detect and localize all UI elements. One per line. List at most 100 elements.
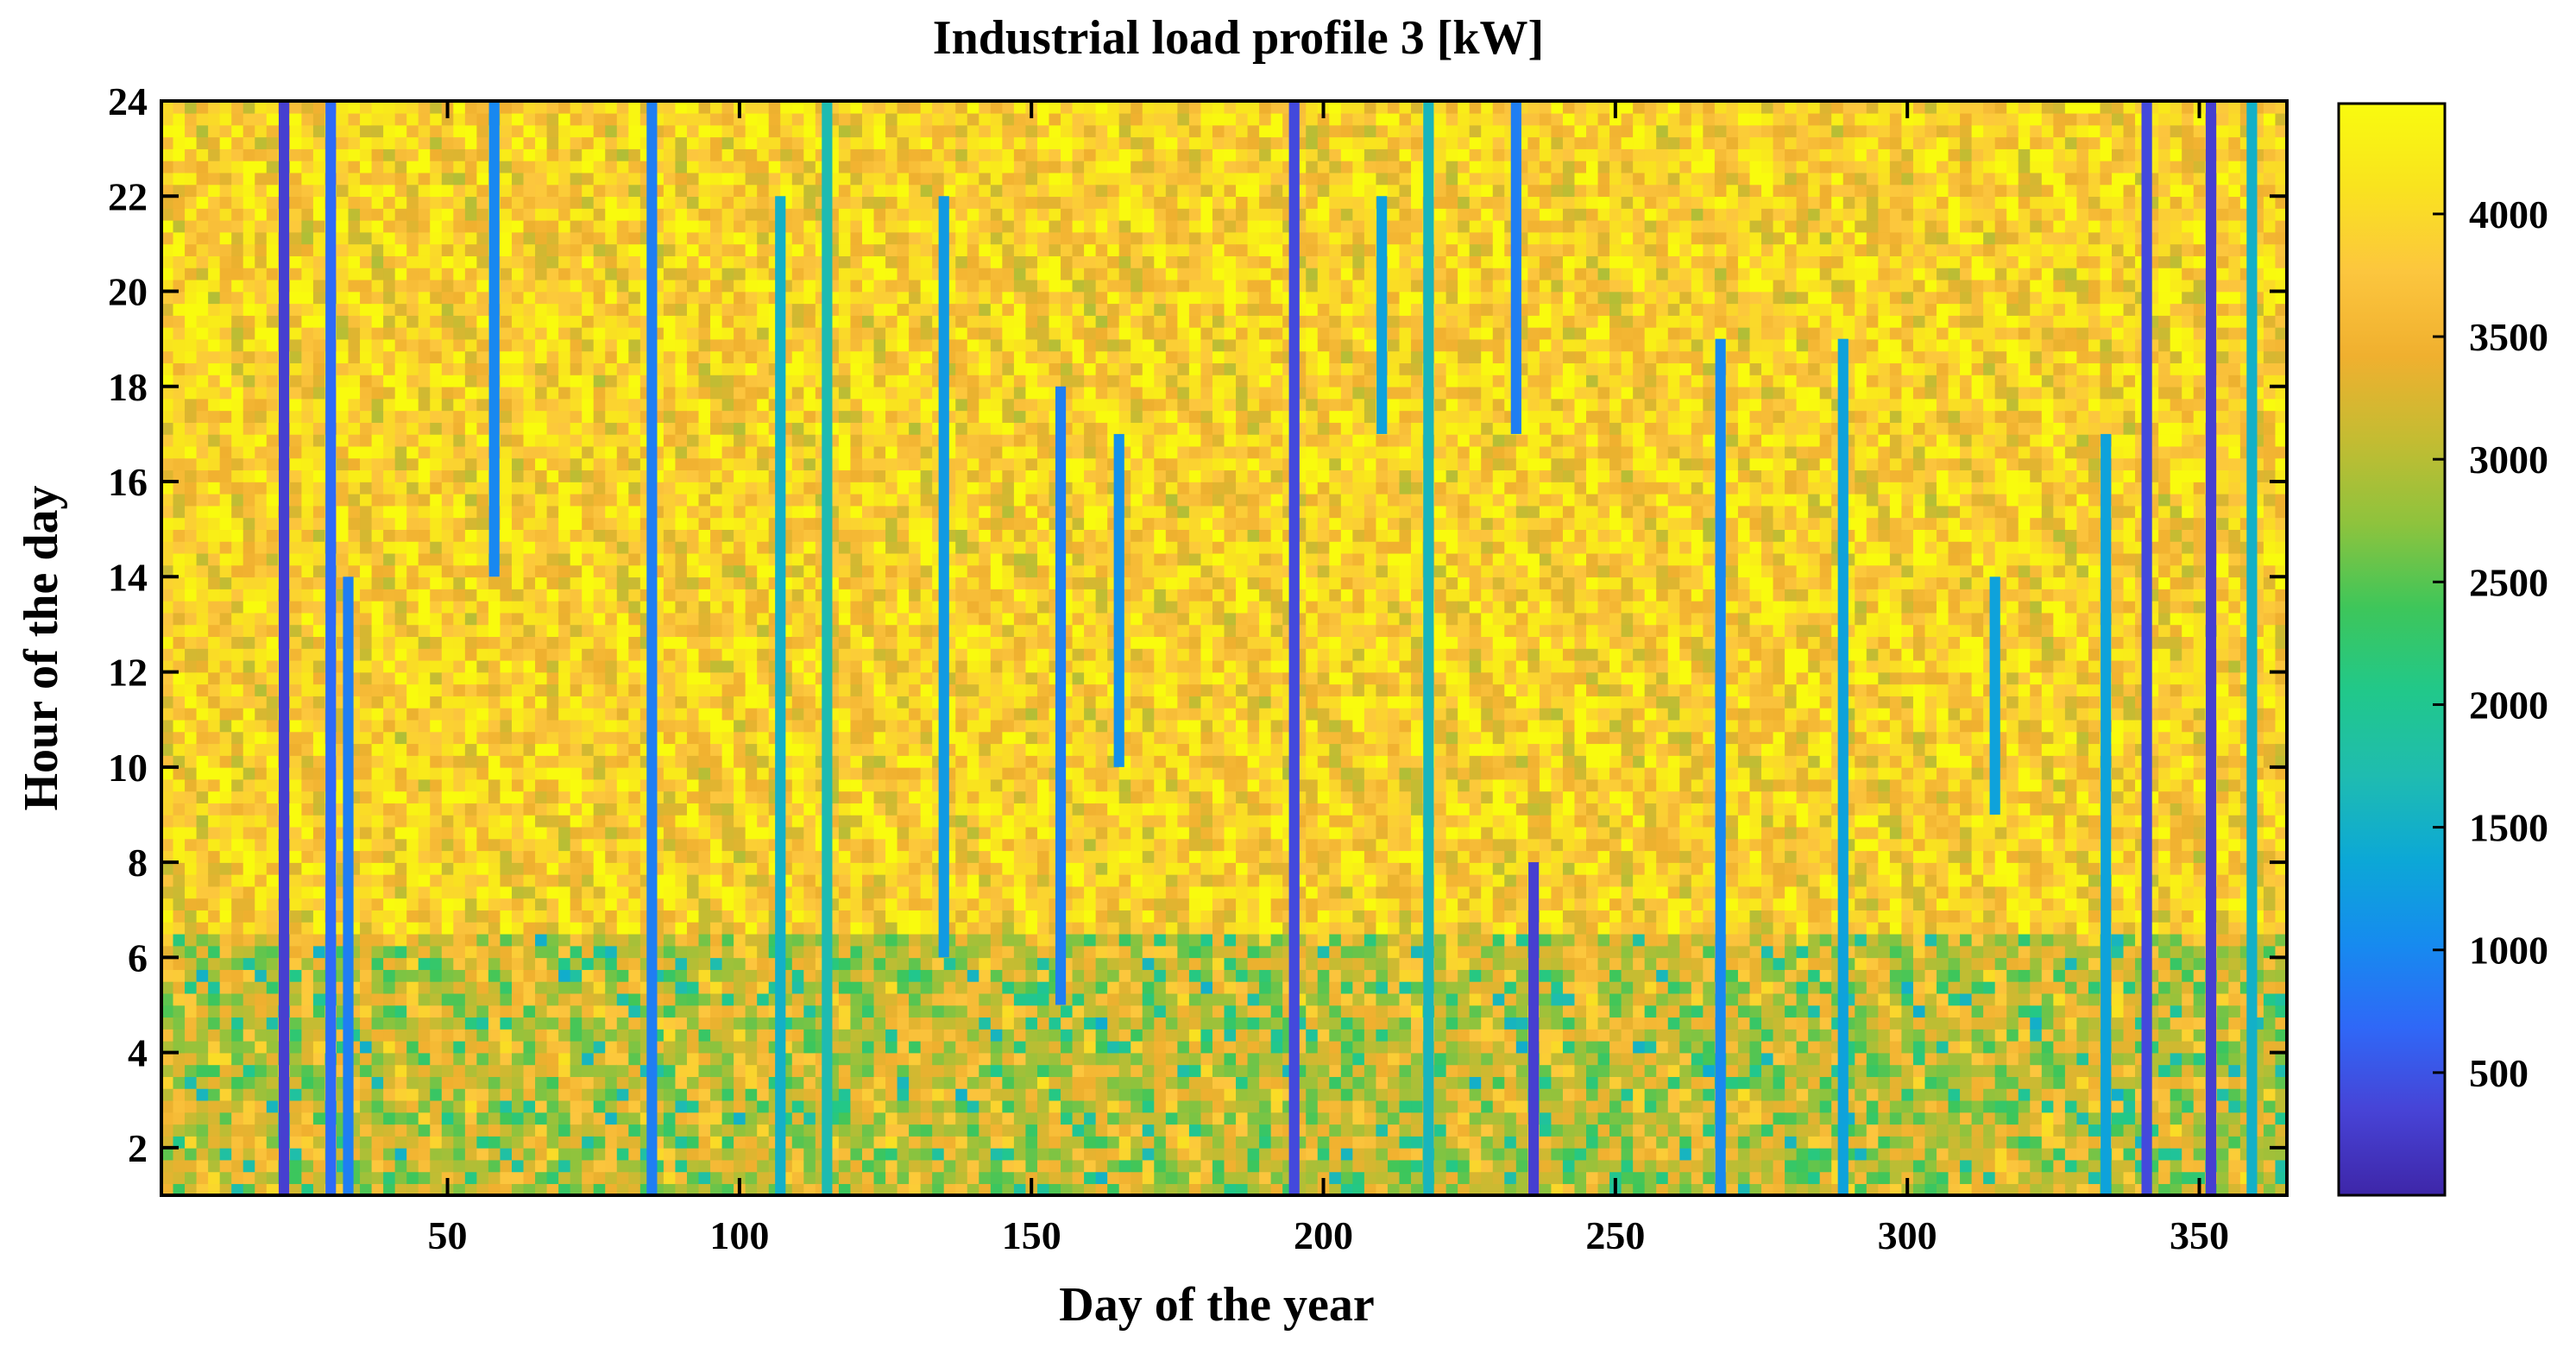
heatmap-cell [255,255,268,268]
heatmap-cell [535,755,548,768]
heatmap-cell [464,1040,478,1054]
heatmap-cell [360,279,373,293]
heatmap-cell [173,1183,186,1195]
heatmap-cell [558,1159,571,1173]
heatmap-cell [663,945,677,959]
heatmap-cell [453,219,466,233]
heatmap-cell [242,291,256,305]
heatmap-cell [570,422,583,435]
heatmap-cell [371,326,384,340]
heatmap-cell [312,922,326,935]
heatmap-cell [161,1124,174,1137]
heatmap-cell [476,112,489,126]
heatmap-cell [710,422,723,435]
heatmap-cell [441,1171,455,1185]
heatmap-cell [710,1112,723,1125]
heatmap-cell [196,1005,209,1018]
heatmap-cell [570,208,583,221]
heatmap-cell [394,457,407,471]
heatmap-cell [535,184,548,198]
heatmap-cell [185,910,198,923]
heatmap-cell [464,1017,478,1030]
heatmap-cell [301,172,314,186]
heatmap-cell [266,850,280,863]
heatmap-cell [231,267,244,280]
heatmap-cell [710,410,723,423]
heatmap-cell [464,1052,478,1066]
heatmap-cell [757,291,770,305]
heatmap-cell [558,707,571,721]
heatmap-cell [605,885,618,899]
heatmap-cell [500,445,513,459]
heatmap-cell [231,731,244,745]
heatmap-cell [464,922,478,935]
heatmap-cell [628,505,641,519]
heatmap-cell [745,659,758,673]
heatmap-cell [289,922,303,935]
heatmap-cell [464,1159,478,1173]
heatmap-cell [757,791,770,803]
heatmap-cell [476,873,489,887]
heatmap-cell [185,719,198,733]
heatmap-cell [173,219,186,233]
heatmap-cell [605,184,618,198]
heatmap-cell [430,243,443,256]
heatmap-cell [464,422,478,435]
heatmap-cell [605,624,618,638]
heatmap-cell [582,398,595,412]
heatmap-cell [745,1005,758,1018]
heatmap-cell [255,398,268,412]
heatmap-cell [301,922,314,935]
heatmap-cell [686,493,700,507]
heatmap-cell [266,208,280,221]
heatmap-cell [219,148,232,161]
heatmap-cell [616,517,630,530]
heatmap-cell [231,564,244,578]
heatmap-cell [675,1159,688,1173]
heatmap-cell [185,124,198,138]
heatmap-cell [173,707,186,721]
heatmap-cell [546,1064,559,1077]
heatmap-cell [757,196,770,209]
heatmap-cell [406,898,419,911]
heatmap-cell [500,1076,513,1089]
heatmap-cell [173,814,186,828]
heatmap-cell [734,231,746,245]
heatmap-cell [546,1183,559,1195]
heatmap-cell [289,707,303,721]
heatmap-cell [488,838,501,852]
heatmap-cell [663,529,677,542]
heatmap-cell [383,540,396,554]
heatmap-cell [231,1171,244,1185]
heatmap-cell [535,1064,548,1077]
heatmap-cell [289,101,303,114]
heatmap-cell [185,1136,198,1149]
heatmap-cell [394,778,407,792]
heatmap-cell [511,493,525,507]
heatmap-cell [535,338,548,352]
heatmap-cell [628,873,641,887]
heatmap-cell [406,814,419,828]
heatmap-cell [161,719,174,733]
heatmap-cell [628,552,641,566]
heatmap-cell [348,172,361,186]
heatmap-cell [570,338,583,352]
heatmap-cell [312,576,326,589]
heatmap-cell [406,838,419,852]
heatmap-cell [336,386,350,400]
heatmap-cell [500,112,513,126]
heatmap-cell [266,219,280,233]
heatmap-cell [721,743,734,756]
heatmap-cell [605,517,618,530]
heatmap-cell [418,803,431,816]
heatmap-cell [721,243,734,256]
heatmap-cell [255,124,268,138]
heatmap-cell [453,445,466,459]
heatmap-cell [663,482,677,494]
heatmap-cell [721,219,734,233]
heatmap-cell [605,564,618,578]
heatmap-cell [312,386,326,400]
heatmap-cell [161,600,174,614]
heatmap-cell [488,1087,501,1101]
heatmap-cell [523,1112,536,1125]
